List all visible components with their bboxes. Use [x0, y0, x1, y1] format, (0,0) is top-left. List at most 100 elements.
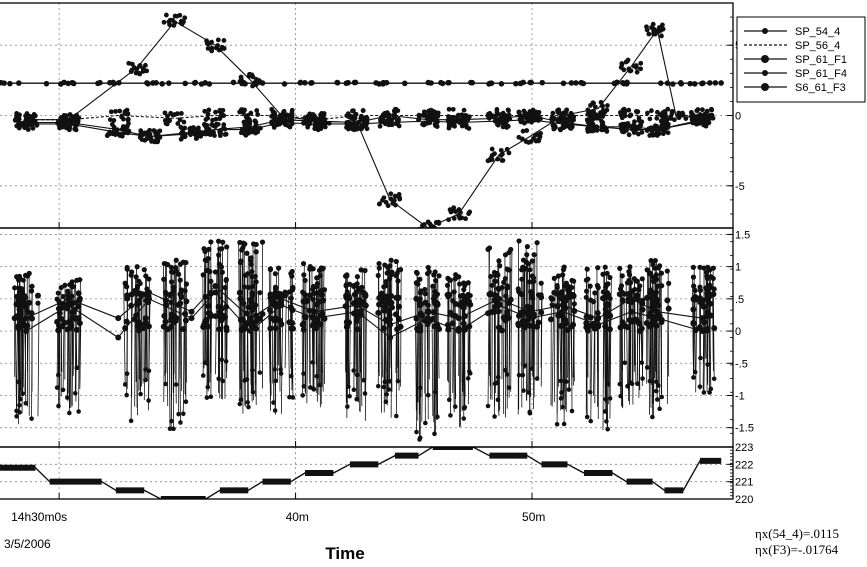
data-point: [255, 112, 261, 117]
data-point: [171, 426, 176, 432]
data-point: [346, 126, 351, 132]
data-point: [492, 151, 497, 157]
y-tick-label: 223: [735, 442, 753, 454]
data-point: [23, 328, 30, 335]
data-point: [456, 207, 462, 212]
cluster-stroke: [502, 282, 505, 415]
data-point: [259, 239, 266, 245]
data-point: [178, 420, 183, 425]
data-point: [397, 195, 403, 201]
cluster-stroke: [67, 291, 70, 402]
data-point: [538, 280, 544, 286]
data-point: [395, 278, 401, 284]
data-point: [245, 271, 251, 277]
data-point: [618, 112, 624, 118]
data-point: [66, 127, 72, 133]
data-point: [67, 410, 72, 416]
data-point: [626, 291, 633, 298]
data-point: [426, 269, 432, 275]
data-point: [706, 292, 713, 299]
data-point: [636, 287, 642, 293]
data-point: [360, 108, 366, 113]
data-point: [1, 80, 7, 86]
cluster-stroke: [254, 276, 256, 397]
data-point: [179, 126, 185, 131]
data-point: [665, 305, 672, 312]
data-point: [506, 150, 512, 156]
data-point: [315, 125, 321, 131]
data-point: [534, 323, 541, 330]
data-point: [460, 123, 466, 128]
data-point: [221, 113, 227, 118]
data-point: [253, 249, 259, 255]
data-point: [219, 246, 225, 252]
data-point: [529, 366, 535, 372]
data-point: [250, 389, 256, 395]
data-point: [466, 211, 472, 217]
data-point: [23, 294, 29, 301]
data-point: [204, 38, 210, 44]
data-point: [626, 107, 632, 113]
data-point: [389, 122, 395, 128]
data-point: [219, 315, 226, 322]
panel-plot-area: [11, 238, 718, 442]
data-point: [216, 376, 222, 382]
y-axis-bottom: 223 222 221 220: [727, 442, 753, 506]
data-cluster: [444, 272, 474, 428]
data-point: [549, 302, 555, 308]
data-point: [691, 283, 697, 289]
cluster-stroke: [358, 288, 360, 403]
data-point: [445, 326, 452, 333]
data-point: [314, 373, 320, 379]
data-point: [527, 79, 534, 86]
data-point: [392, 193, 398, 199]
cluster-stroke: [57, 293, 60, 375]
data-point: [178, 111, 184, 116]
data-point: [223, 131, 229, 137]
data-point: [664, 297, 671, 304]
cluster-stroke: [660, 285, 663, 398]
data-point: [466, 298, 472, 304]
data-point: [170, 112, 176, 118]
y-tick-label: 1.5: [735, 229, 750, 241]
data-point: [212, 289, 219, 296]
data-point: [176, 411, 181, 417]
data-point: [388, 257, 394, 263]
annotation-eta-f3: ηx(F3)=-.01764: [755, 542, 839, 557]
data-point: [697, 299, 704, 306]
data-point: [244, 250, 250, 256]
data-point: [524, 252, 530, 258]
data-point: [657, 406, 662, 412]
data-point: [272, 325, 279, 332]
cluster-stroke: [238, 242, 241, 405]
data-point: [222, 126, 228, 132]
data-point: [124, 127, 130, 133]
data-point: [124, 392, 129, 398]
data-point: [316, 289, 322, 295]
data-point: [425, 79, 432, 86]
data-point: [602, 306, 609, 313]
data-point: [557, 323, 564, 330]
cluster-stroke: [178, 274, 180, 415]
data-point: [26, 299, 33, 306]
data-point: [622, 109, 628, 115]
data-point: [505, 116, 511, 122]
data-point: [506, 108, 511, 113]
data-point: [203, 117, 209, 122]
data-point: [75, 290, 82, 297]
data-point: [584, 266, 590, 272]
data-point: [521, 388, 526, 393]
cluster-stroke: [75, 280, 78, 368]
cluster-stroke: [280, 295, 284, 414]
data-point: [492, 291, 499, 298]
cluster-stroke: [279, 305, 282, 374]
data-point: [585, 126, 591, 131]
data-point: [302, 277, 308, 283]
data-point: [281, 81, 288, 87]
cluster-stroke: [416, 284, 419, 403]
data-point: [621, 80, 627, 87]
data-point: [457, 281, 463, 287]
data-point: [424, 308, 431, 315]
data-point: [564, 379, 569, 384]
